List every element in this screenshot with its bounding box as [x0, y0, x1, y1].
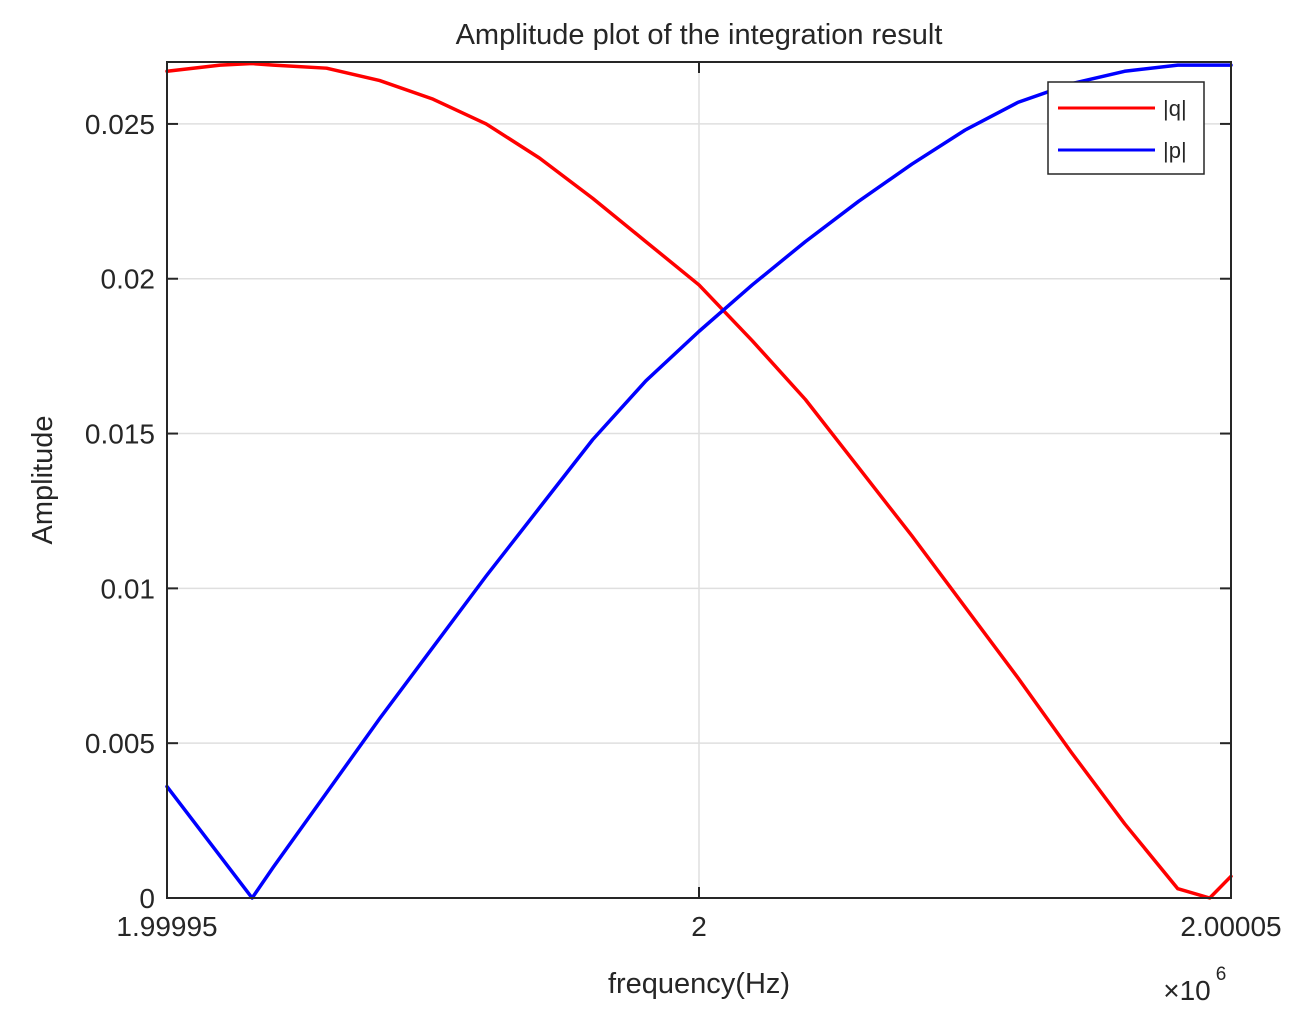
x-axis-label: frequency(Hz): [608, 968, 790, 1000]
x-axis-multiplier-exponent: 6: [1216, 964, 1227, 985]
y-tick-label: 0.02: [101, 264, 156, 295]
legend-box: [1047, 81, 1205, 175]
legend: |q| |p|: [1047, 81, 1205, 175]
chart-title: Amplitude plot of the integration result: [456, 19, 943, 51]
x-tick-label: 1.99995: [116, 911, 217, 942]
legend-label-p: |p|: [1163, 138, 1187, 163]
y-tick-label: 0: [139, 883, 155, 914]
y-tick-label: 0.025: [85, 109, 155, 140]
tick-marks: [166, 62, 1232, 899]
y-tick-label: 0.015: [85, 419, 155, 450]
tick-labels: 0 0.005 0.01 0.015 0.02 0.025 1.99995 2 2.00005: [85, 109, 1282, 942]
y-tick-label: 0.01: [101, 573, 156, 604]
x-tick-label: 2: [691, 911, 707, 942]
y-axis-label: Amplitude: [27, 416, 59, 545]
legend-label-q: |q|: [1163, 96, 1187, 121]
series-line-q: [165, 61, 1233, 900]
x-tick-label: 2.00005: [1180, 911, 1281, 942]
x-axis-multiplier: ×10: [1163, 975, 1211, 1006]
y-tick-label: 0.005: [85, 728, 155, 759]
